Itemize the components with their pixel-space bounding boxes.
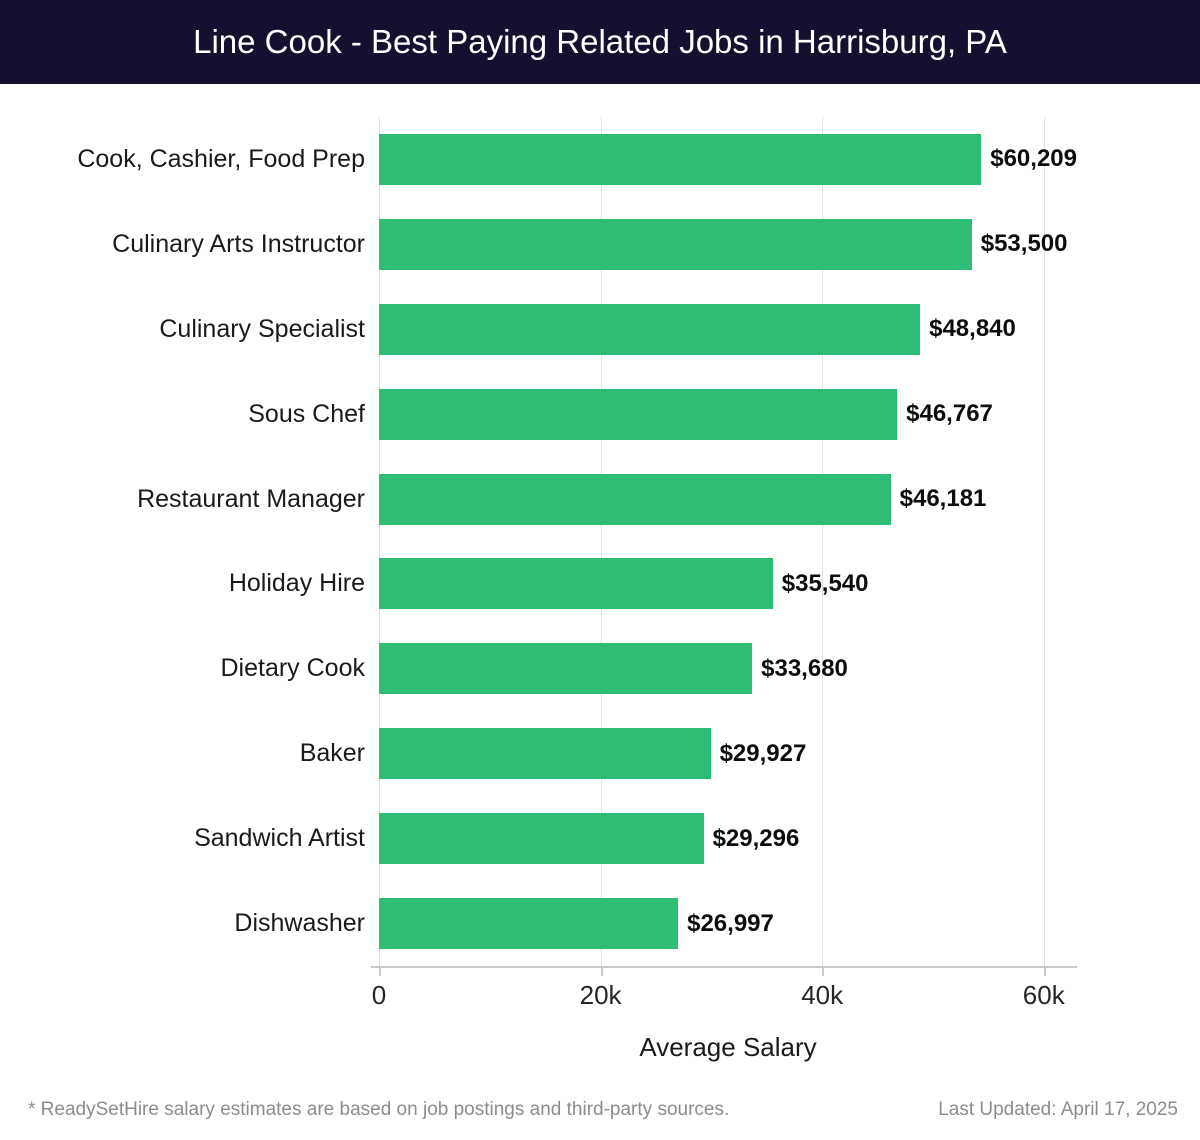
gridline (379, 117, 380, 966)
bar-row: $46,767 (379, 372, 1077, 457)
gridline (1043, 117, 1045, 966)
salary-value-label: $60,209 (990, 145, 1077, 173)
salary-bar (379, 133, 982, 185)
category-label: Restaurant Manager (137, 484, 365, 513)
salary-bar (379, 728, 711, 780)
axis-tick (822, 966, 825, 976)
axis-tick-label: 0 (371, 980, 387, 1010)
bar-row: $26,997 (379, 881, 1077, 966)
plot-area: $60,209 $53,500 $48,840 $46,767 $46,181 $35,5… (379, 117, 1077, 966)
salary-bar (379, 898, 679, 950)
salary-bar (379, 643, 753, 695)
axis-tick (379, 966, 381, 976)
salary-value-label: $46,181 (899, 485, 987, 513)
bar-row: $33,680 (379, 626, 1077, 711)
salary-bar (379, 473, 891, 525)
page-title: Line Cook - Best Paying Related Jobs in … (193, 23, 1007, 60)
category-label: Cook, Cashier, Food Prep (77, 144, 365, 173)
salary-bar (379, 388, 898, 440)
axis-tick-label: 20k (579, 980, 622, 1010)
salary-value-label: $29,296 (712, 824, 800, 852)
bar-row: $60,209 (379, 117, 1077, 202)
axis-tick (600, 966, 603, 976)
salary-value-label: $46,767 (906, 400, 993, 428)
x-axis-title: Average Salary (639, 1032, 817, 1062)
axis-tick-label: 40k (801, 980, 844, 1010)
axis-tick (1043, 966, 1046, 976)
bar-row: $29,927 (379, 711, 1077, 796)
last-updated-note: Last Updated: April 17, 2025 (938, 1099, 1178, 1120)
category-label: Dietary Cook (220, 654, 366, 683)
category-labels-column: Cook, Cashier, Food Prep Culinary Arts In… (0, 117, 365, 966)
bar-row: $48,840 (379, 287, 1077, 372)
title-banner: Line Cook - Best Paying Related Jobs in … (0, 0, 1200, 84)
category-label: Culinary Specialist (159, 314, 365, 343)
salary-bar (379, 558, 773, 610)
salary-value-label: $53,500 (980, 230, 1068, 258)
category-label: Holiday Hire (228, 569, 365, 598)
salary-value-label: $48,840 (929, 315, 1016, 343)
bar-row: $35,540 (379, 542, 1077, 627)
salary-bar (379, 303, 921, 355)
salary-value-label: $35,540 (781, 569, 869, 597)
salary-value-label: $29,927 (719, 739, 807, 767)
category-label: Culinary Arts Instructor (112, 229, 365, 258)
disclaimer-note: * ReadySetHire salary estimates are base… (28, 1099, 730, 1120)
salary-bar (379, 218, 972, 270)
gridline (822, 117, 824, 966)
category-label: Sandwich Artist (194, 824, 365, 853)
bar-row: $46,181 (379, 457, 1077, 542)
bars-layer: $60,209 $53,500 $48,840 $46,767 $46,181 $35,5… (379, 117, 1077, 966)
category-label: Sous Chef (248, 399, 365, 428)
gridline (600, 117, 602, 966)
axis-tick-label: 60k (1022, 980, 1065, 1010)
salary-bar (379, 813, 704, 865)
salary-value-label: $33,680 (761, 654, 848, 682)
category-label: Dishwasher (234, 909, 365, 938)
category-label: Baker (299, 739, 365, 768)
bar-row: $53,500 (379, 202, 1077, 287)
salary-value-label: $26,997 (687, 909, 774, 937)
bar-row: $29,296 (379, 796, 1077, 881)
x-axis-line (371, 966, 1077, 968)
